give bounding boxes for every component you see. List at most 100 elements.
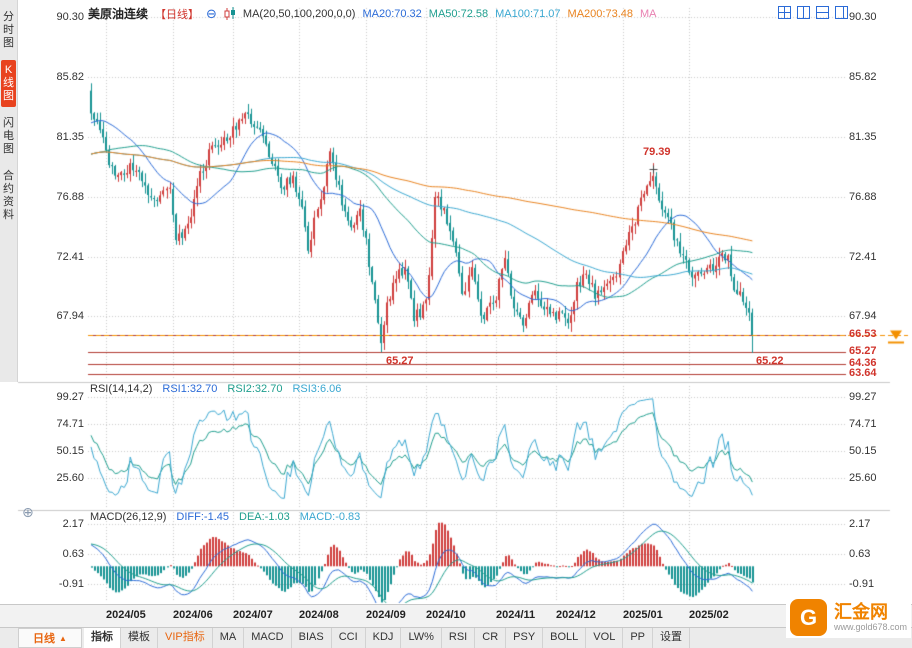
zoom-out-icon[interactable]: ⊖ bbox=[206, 6, 217, 21]
axis-tick-label: 81.35 bbox=[56, 130, 84, 143]
x-axis-label: 2024/06 bbox=[173, 609, 213, 621]
brand-logo: G 汇金网 www.gold678.com bbox=[786, 597, 912, 638]
indicator-tab[interactable]: PP bbox=[623, 628, 653, 648]
x-axis-label: 2025/02 bbox=[689, 609, 729, 621]
sidebar-tab-char: 线 bbox=[3, 77, 14, 89]
ma200-value: MA200:73.48 bbox=[567, 7, 633, 20]
brand-monogram: G bbox=[799, 604, 818, 630]
sidebar-tab-char: 图 bbox=[3, 90, 14, 102]
sidebar-tab[interactable]: 合约资料 bbox=[1, 166, 16, 226]
axis-tick-label: 85.82 bbox=[849, 71, 877, 83]
sidebar-tab[interactable]: 分时图 bbox=[1, 7, 16, 54]
indicator-tab-bar: 指标 模板 VIP指标 MA MACD BIAS CCI KDJ LW% RSI CR PSY BOLL… bbox=[84, 628, 690, 648]
sidebar-tab-char: 分 bbox=[3, 11, 14, 23]
indicator-tab[interactable]: LW% bbox=[401, 628, 442, 648]
axis-tick-label: 99.27 bbox=[849, 391, 877, 403]
axis-tick-label: 2.17 bbox=[849, 518, 871, 530]
support-level-label: 64.36 bbox=[849, 357, 877, 370]
indicator-tab[interactable]: PSY bbox=[506, 628, 544, 648]
ma20-value: MA20:70.32 bbox=[362, 7, 422, 20]
indicator-tab[interactable]: VIP指标 bbox=[158, 628, 213, 648]
rsi-pane-header: RSI(14,14,2) RSI1:32.70 RSI2:32.70 RSI3:… bbox=[90, 383, 341, 395]
layout-grid-icon[interactable] bbox=[778, 6, 791, 19]
axis-tick-label: 81.35 bbox=[849, 130, 877, 143]
support-level-label: 66.53 bbox=[849, 328, 877, 341]
indicator-tab[interactable]: MACD bbox=[244, 628, 292, 648]
x-axis-strip bbox=[0, 604, 912, 628]
symbol-title: 美原油连续 bbox=[88, 7, 149, 21]
axis-tick-label: 2.17 bbox=[62, 518, 84, 530]
axis-tick-label: 74.71 bbox=[56, 418, 84, 430]
indicator-tab[interactable]: 模板 bbox=[121, 628, 158, 648]
sidebar-tab[interactable]: 闪电图 bbox=[1, 113, 16, 160]
axis-tick-label: 74.71 bbox=[849, 418, 877, 430]
sidebar-tab-char: 图 bbox=[3, 37, 14, 49]
layout-split-icon[interactable] bbox=[835, 6, 848, 19]
x-axis-label: 2024/07 bbox=[233, 609, 273, 621]
indicator-tab[interactable]: BIAS bbox=[292, 628, 332, 648]
indicator-tab[interactable]: 指标 bbox=[84, 628, 121, 648]
layout-columns-icon[interactable] bbox=[797, 6, 810, 19]
indicator-tab[interactable]: RSI bbox=[442, 628, 476, 648]
brand-name: 汇金网 bbox=[834, 602, 888, 622]
x-axis-label: 2024/05 bbox=[106, 609, 146, 621]
macd-diff-value: DIFF:-1.45 bbox=[176, 511, 229, 523]
brand-url: www.gold678.com bbox=[834, 622, 908, 632]
sidebar-tab-char: 料 bbox=[3, 209, 14, 221]
period-arrow-icon: ▲ bbox=[59, 633, 67, 643]
chart-header: 美原油连续 【日线】 ⊖ MA(20,50,100,200,0,0) MA20:… bbox=[88, 5, 656, 22]
indicator-tab[interactable]: KDJ bbox=[366, 628, 402, 648]
indicator-tab[interactable]: CCI bbox=[332, 628, 366, 648]
rsi2-value: RSI2:32.70 bbox=[227, 383, 283, 395]
ma100-value: MA100:71.07 bbox=[495, 7, 561, 20]
sidebar-tab-char: K bbox=[4, 64, 13, 76]
axis-tick-label: 67.94 bbox=[56, 310, 84, 323]
indicator-tab[interactable]: 设置 bbox=[653, 628, 690, 648]
axis-tick-label: 72.41 bbox=[849, 250, 877, 263]
brand-logo-icon: G bbox=[790, 599, 827, 636]
sidebar-tab-char: 电 bbox=[3, 130, 14, 142]
x-axis-label: 2025/01 bbox=[623, 609, 663, 621]
ma-params-label: MA(20,50,100,200,0,0) bbox=[242, 7, 356, 20]
macd-macd-value: MACD:-0.83 bbox=[299, 511, 361, 523]
macd-pane-header: MACD(26,12,9) DIFF:-1.45 DEA:-1.03 MACD:… bbox=[90, 511, 360, 523]
rsi-params-label: RSI(14,14,2) bbox=[90, 383, 153, 395]
support-level-label: 63.64 bbox=[849, 367, 877, 380]
ma-extra-label: MA bbox=[639, 7, 657, 20]
x-axis-label: 2024/08 bbox=[299, 609, 339, 621]
sidebar-tab-char: 资 bbox=[3, 196, 14, 208]
axis-tick-label: 25.60 bbox=[56, 471, 84, 484]
layout-icon-group bbox=[778, 6, 848, 19]
axis-tick-label: 72.41 bbox=[56, 250, 84, 263]
layout-rows-icon[interactable] bbox=[816, 6, 829, 19]
sidebar-tab-char: 合 bbox=[3, 170, 14, 182]
axis-tick-label: 90.30 bbox=[56, 11, 84, 23]
sidebar-tab-char: 图 bbox=[3, 143, 14, 155]
axis-tick-label: 0.63 bbox=[62, 548, 84, 560]
macd-params-label: MACD(26,12,9) bbox=[90, 511, 167, 523]
axis-tick-label: 90.30 bbox=[849, 11, 877, 23]
period-selector[interactable]: 日线 ▲ bbox=[18, 628, 82, 648]
axis-tick-label: 50.15 bbox=[849, 445, 877, 457]
indicator-menu-icon[interactable]: ⊕ bbox=[22, 504, 34, 520]
axis-tick-label: -0.91 bbox=[849, 578, 875, 590]
indicator-tab[interactable]: CR bbox=[475, 628, 507, 648]
x-axis-label: 2024/12 bbox=[556, 609, 596, 621]
indicator-tab[interactable]: VOL bbox=[586, 628, 624, 648]
sidebar-tab-char: 闪 bbox=[3, 117, 14, 129]
axis-tick-label: 0.63 bbox=[849, 548, 871, 560]
rsi1-value: RSI1:32.70 bbox=[162, 383, 218, 395]
axis-tick-label: 99.27 bbox=[56, 391, 84, 403]
ma50-value: MA50:72.58 bbox=[428, 7, 489, 20]
axis-tick-label: 76.88 bbox=[56, 190, 84, 203]
bottom-toolbar: 日线 ▲ 指标 模板 VIP指标 MA MACD BIAS CCI KDJ LW% RSI CR PS… bbox=[0, 628, 912, 648]
indicator-tab[interactable]: BOLL bbox=[543, 628, 587, 648]
axis-tick-label: 67.94 bbox=[849, 310, 877, 323]
x-axis-label: 2024/11 bbox=[496, 609, 536, 621]
indicator-tab[interactable]: MA bbox=[213, 628, 245, 648]
period-tag: 【日线】 bbox=[155, 8, 200, 21]
